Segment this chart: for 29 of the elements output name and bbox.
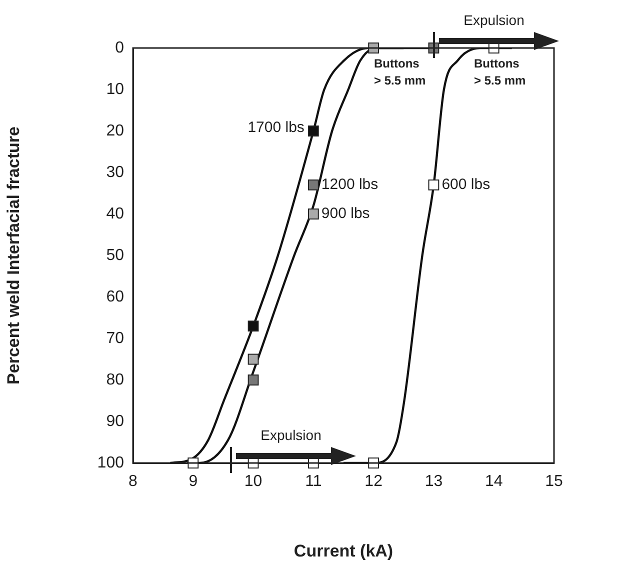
x-tick-label: 14 [484, 473, 503, 490]
x-tick-label: 12 [364, 473, 383, 490]
y-tick-label: 20 [106, 122, 124, 140]
y-tick-label: 100 [97, 454, 124, 472]
y-tick-label: 30 [106, 164, 124, 181]
series-label: 1200 lbs [321, 176, 378, 194]
y-axis-title: Percent weld Interfacial fracture [4, 126, 23, 384]
series-label: 900 lbs [321, 205, 370, 222]
y-tick-label: 50 [106, 246, 124, 264]
x-tick-label: 8 [128, 473, 138, 490]
x-tick-label: 9 [188, 473, 198, 490]
x-tick-label: 10 [244, 473, 262, 490]
y-tick-label: 0 [115, 39, 124, 56]
annotation: Buttons > 5.5 mm [374, 56, 426, 88]
y-tick-label: 80 [106, 371, 124, 388]
text: Expulsion [464, 12, 524, 28]
x-tick-label: 15 [545, 473, 563, 490]
series-label: 1700 lbs [248, 119, 304, 136]
x-tick-label: 13 [424, 473, 443, 490]
x-tick-label: 11 [305, 473, 322, 490]
annotation: Expulsion [260, 426, 322, 443]
y-tick-label: 70 [106, 330, 124, 347]
y-tick-label: 40 [106, 205, 124, 222]
y-tick-label: 10 [106, 80, 124, 98]
y-tick-label: 60 [106, 288, 124, 306]
annotation: Buttons > 5.5 mm [474, 56, 526, 88]
x-axis-title: Current (kA) [294, 541, 394, 560]
series-label: 600 lbs [442, 176, 490, 194]
y-tick-label: 90 [106, 412, 124, 430]
